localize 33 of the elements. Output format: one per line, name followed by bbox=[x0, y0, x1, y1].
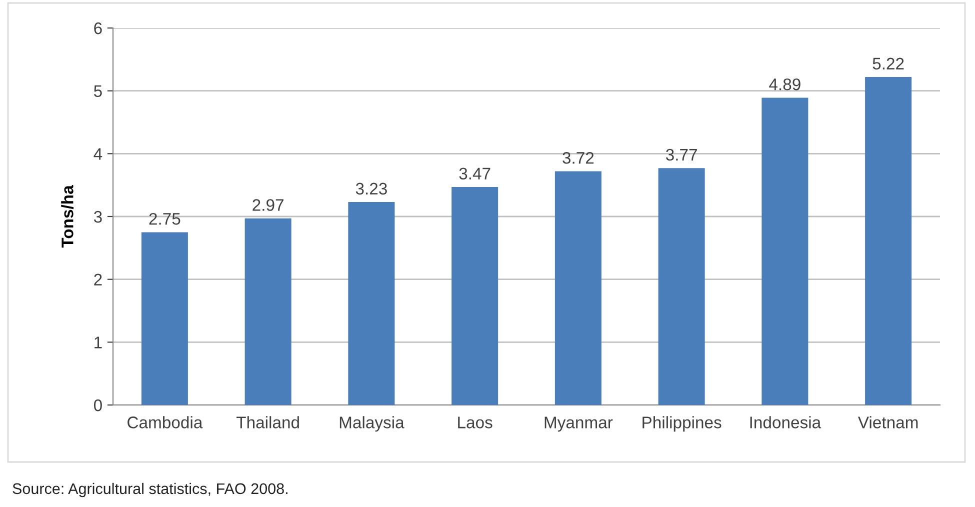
data-label: 5.22 bbox=[872, 58, 904, 70]
y-tick-label: 5 bbox=[94, 85, 102, 98]
y-tick-label: 4 bbox=[94, 148, 102, 160]
data-label: 3.72 bbox=[562, 152, 594, 164]
data-label: 3.23 bbox=[356, 182, 387, 195]
y-tick-label: 1 bbox=[94, 336, 102, 348]
data-label: 2.97 bbox=[252, 199, 284, 211]
bar bbox=[762, 98, 808, 405]
bar bbox=[554, 171, 602, 405]
bar bbox=[244, 218, 292, 405]
data-label: 3.47 bbox=[459, 168, 490, 180]
x-tick-label: Vietnam bbox=[858, 416, 918, 428]
x-tick-label: Indonesia bbox=[750, 416, 822, 428]
bar bbox=[452, 186, 498, 405]
x-tick-label: Myanmar bbox=[544, 416, 613, 432]
x-tick-label: Philippines bbox=[642, 416, 722, 432]
y-tick-label: 6 bbox=[94, 22, 102, 34]
x-tick-label: Malaysia bbox=[340, 416, 404, 432]
bar bbox=[865, 77, 912, 405]
data-label: 2.75 bbox=[149, 212, 180, 225]
bar bbox=[658, 168, 705, 405]
x-tick-label: Cambodia bbox=[128, 416, 203, 428]
x-tick-label: Thailand bbox=[236, 416, 299, 428]
data-label: 3.77 bbox=[666, 148, 697, 161]
y-axis-title: Tons/ha bbox=[61, 185, 74, 248]
y-tick-label: 3 bbox=[94, 210, 102, 223]
source-note: Source: Agricultural statistics, FAO 2008. bbox=[12, 482, 288, 498]
bar bbox=[141, 232, 188, 405]
y-tick-label: 0 bbox=[94, 399, 102, 412]
bar bbox=[348, 202, 395, 405]
data-label: 4.89 bbox=[769, 78, 800, 90]
x-tick-label: Laos bbox=[458, 416, 492, 428]
y-tick-label: 2 bbox=[94, 274, 102, 286]
